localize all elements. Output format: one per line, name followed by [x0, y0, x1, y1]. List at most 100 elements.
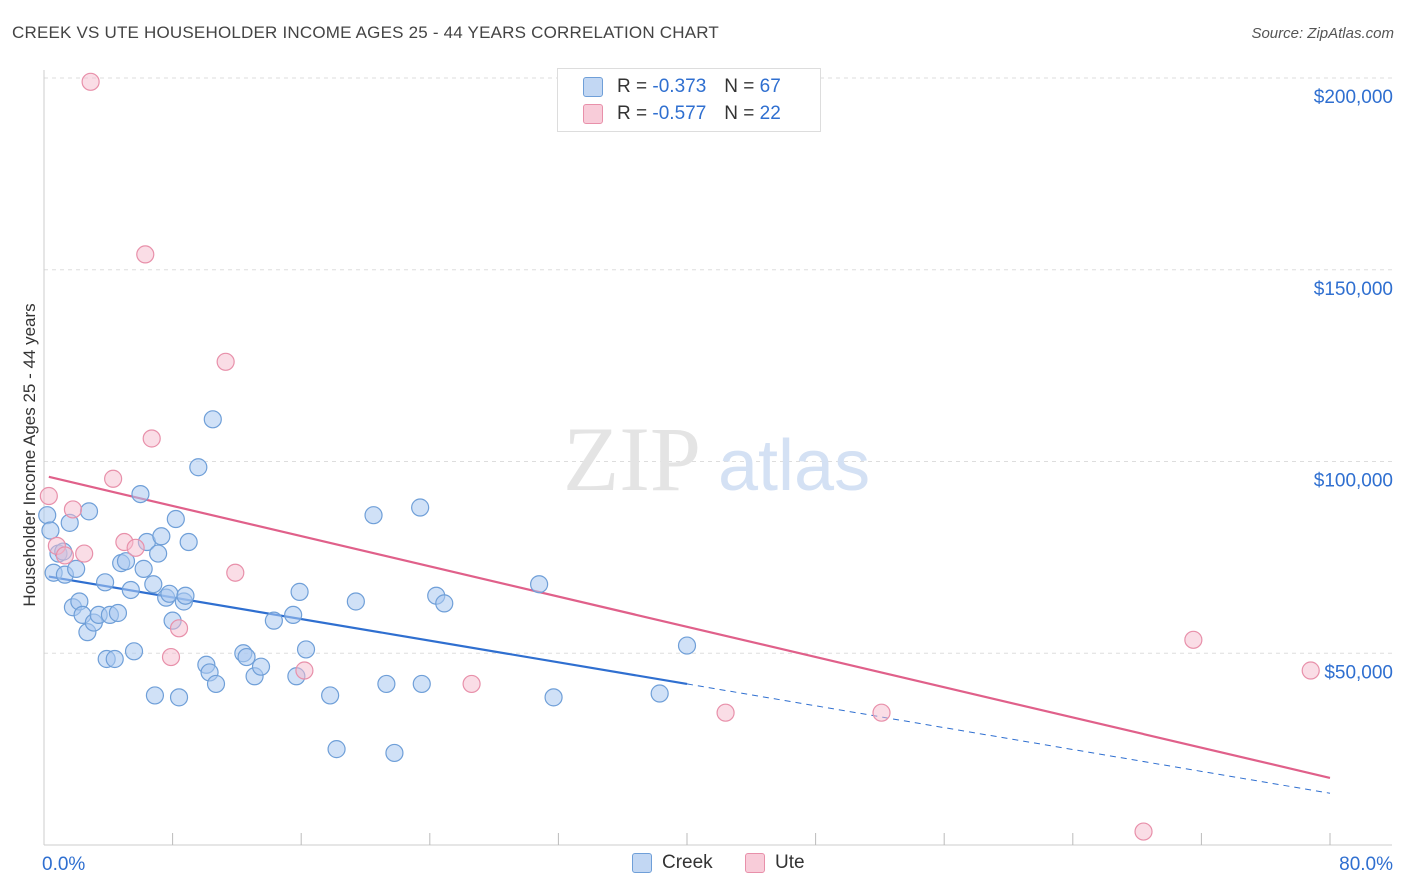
- ute-point: [63, 500, 83, 519]
- ute-trendline: [48, 475, 1331, 779]
- creek-point: [131, 484, 150, 504]
- bottom-legend-creek: Creek: [632, 852, 713, 874]
- ute-point: [169, 619, 189, 638]
- creek-point: [124, 642, 144, 661]
- creek-point: [346, 592, 365, 611]
- ute-point: [39, 486, 58, 506]
- creek-point: [435, 594, 454, 613]
- legend-r-label: R =: [617, 76, 648, 97]
- ute-point: [142, 429, 161, 448]
- ute-point: [226, 563, 245, 582]
- legend-r-value: -0.577: [652, 103, 707, 124]
- ute-point: [81, 72, 100, 91]
- ute-point: [716, 703, 735, 722]
- y-tick-label: $50,000: [1324, 662, 1393, 683]
- creek-point: [152, 527, 171, 546]
- gridlines: [44, 77, 1392, 654]
- trendlines: [48, 475, 1331, 794]
- creek-point: [290, 582, 309, 601]
- legend-row-creek: R = -0.373 N = 67: [583, 74, 781, 100]
- legend-n-label: N =: [724, 76, 755, 97]
- creek-swatch: [583, 77, 603, 97]
- ute-point: [462, 674, 481, 694]
- legend-row-ute: R = -0.577 N = 22: [583, 101, 781, 127]
- ute-legend-label: Ute: [775, 852, 805, 873]
- x-tick-label-end: 80.0%: [1339, 854, 1393, 875]
- creek-point: [144, 575, 163, 594]
- creek-point: [412, 674, 431, 694]
- ute-point: [872, 703, 891, 722]
- creek-point: [284, 605, 303, 625]
- creek-point: [169, 688, 189, 707]
- axis-labels: $50,000 $100,000 $150,000 $200,000 0.0% 80.0%…: [20, 87, 1393, 875]
- creek-point: [364, 506, 383, 525]
- ute-point: [55, 546, 74, 565]
- ute-legend-swatch: [745, 853, 765, 873]
- creek-legend-label: Creek: [662, 852, 713, 873]
- creek-point: [411, 498, 430, 517]
- ute-point: [295, 661, 314, 680]
- correlation-legend: R = -0.373 N = 67 R = -0.577 N = 22: [557, 68, 821, 132]
- y-axis-title: Householder Income Ages 25 - 44 years: [20, 303, 39, 606]
- ute-point: [136, 245, 155, 264]
- axes: [43, 70, 1392, 846]
- creek-point: [38, 506, 57, 525]
- x-tick-label-start: 0.0%: [42, 854, 85, 875]
- creek-point: [650, 684, 669, 703]
- ute-point: [75, 544, 94, 563]
- creek-point: [321, 686, 340, 705]
- creek-point: [116, 552, 136, 571]
- ute-point: [126, 538, 145, 557]
- creek-point: [237, 647, 256, 667]
- creek-point: [67, 559, 86, 578]
- watermark-atlas: atlas: [718, 426, 870, 506]
- creek-legend-swatch: [632, 853, 652, 873]
- legend-n-value: 22: [759, 103, 781, 124]
- creek-point: [385, 743, 404, 763]
- legend-r-label: R =: [617, 103, 648, 124]
- creek-point: [677, 636, 697, 655]
- creek-point: [251, 657, 271, 676]
- creek-point: [149, 544, 168, 563]
- creek-point: [296, 640, 316, 659]
- creek-trendline: [48, 575, 688, 686]
- ute-point: [216, 352, 235, 371]
- creek-point: [41, 521, 60, 540]
- ute-point: [1134, 822, 1153, 841]
- source-label: Source: ZipAtlas.com: [1251, 25, 1394, 42]
- creek-point: [189, 458, 208, 477]
- watermark: ZIP atlas: [563, 408, 870, 510]
- watermark-zip: ZIP: [563, 408, 701, 510]
- legend-n-value: 67: [759, 76, 781, 97]
- creek-point: [145, 686, 165, 705]
- y-tick-label: $100,000: [1314, 471, 1393, 492]
- ute-point: [104, 469, 123, 488]
- bottom-legend-ute: Ute: [745, 852, 805, 874]
- creek-trendline-extension: [686, 683, 1331, 794]
- creek-point: [377, 674, 396, 694]
- ute-point: [161, 647, 181, 667]
- creek-point: [530, 575, 549, 594]
- data-points: [38, 72, 1320, 841]
- creek-point: [134, 559, 153, 578]
- creek-point: [176, 586, 195, 605]
- creek-point: [95, 573, 115, 592]
- creek-point: [121, 580, 140, 600]
- creek-point: [264, 611, 283, 630]
- ute-point: [1184, 630, 1203, 649]
- creek-point: [327, 740, 346, 759]
- creek-point: [203, 410, 222, 429]
- creek-point: [105, 649, 124, 669]
- creek-point: [206, 674, 226, 694]
- creek-point: [108, 603, 128, 623]
- legend-n-label: N =: [724, 103, 755, 124]
- creek-point: [79, 502, 99, 521]
- legend-r-value: -0.373: [652, 76, 707, 97]
- y-tick-label: $200,000: [1314, 87, 1393, 108]
- creek-point: [179, 532, 198, 552]
- creek-point: [166, 509, 185, 529]
- creek-point: [544, 688, 563, 707]
- ute-point: [1301, 661, 1320, 680]
- y-tick-label: $150,000: [1314, 279, 1393, 300]
